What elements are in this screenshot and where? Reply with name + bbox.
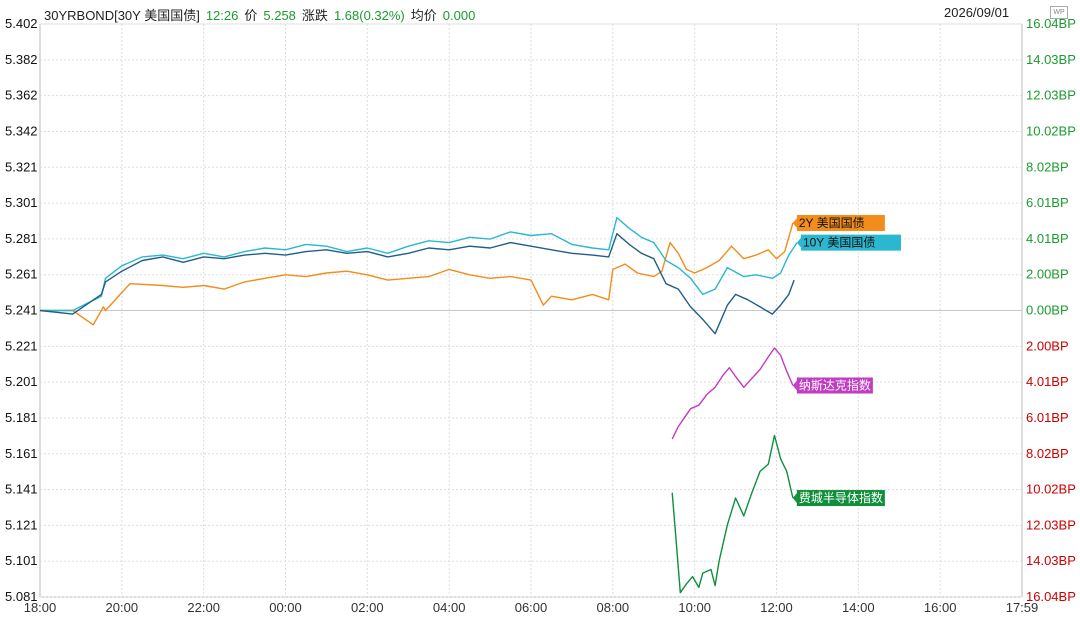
right-tick-label: 2.00BP [1026,267,1069,282]
x-tick-label: 18:00 [24,600,57,615]
left-tick-label: 5.321 [5,159,38,174]
series-line-sox [671,434,794,594]
left-tick-label: 5.301 [5,195,38,210]
left-tick-label: 5.221 [5,338,38,353]
x-tick-label: 00:00 [269,600,302,615]
left-tick-label: 5.201 [5,374,38,389]
right-tick-label: 10.02BP [1026,482,1076,497]
x-tick-label: 06:00 [515,600,548,615]
header-date: 2026/09/01 [944,5,1010,20]
avg-value: 0.000 [442,8,476,23]
series-line-2y [40,222,794,326]
header-time: 12:26 [205,8,239,23]
price-value: 5.258 [263,8,296,23]
x-tick-label: 12:00 [760,600,793,615]
series-tag-sox: 费城半导体指数 [799,490,883,505]
right-tick-label: 6.01BP [1026,195,1069,210]
series-tag-pointer-2y [792,217,797,228]
avg-label: 均价 [410,8,437,23]
x-tick-label: 17:59 [1006,600,1039,615]
right-tick-label: 8.02BP [1026,446,1069,461]
left-tick-label: 5.121 [5,517,38,532]
right-tick-label: 12.03BP [1026,88,1076,103]
x-tick-label: 14:00 [842,600,875,615]
left-tick-label: 5.241 [5,303,38,318]
right-tick-label: 12.03BP [1026,517,1076,532]
series-tag-bg-2y [796,214,885,231]
series-tag-bg-sox [796,490,885,507]
right-tick-label: 4.01BP [1026,231,1069,246]
series-tag-pointer-sox [792,493,797,504]
series-line-30y [39,232,795,335]
series-line-10y [40,216,798,312]
series-tag-pointer-10y [796,237,801,248]
left-tick-label: 5.101 [5,553,38,568]
left-tick-label: 5.261 [5,267,38,282]
x-tick-label: 20:00 [106,600,139,615]
series-tag-10y: 10Y 美国国债 [803,236,875,250]
symbol-name: 30YRBOND[30Y 美国国债] [44,8,200,23]
right-tick-label: 8.02BP [1026,159,1069,174]
series-tag-bg-10y [800,234,901,251]
right-tick-label: 6.01BP [1026,410,1069,425]
right-tick-label: 16.04BP [1026,16,1076,31]
price-label: 价 [244,8,258,23]
x-tick-label: 08:00 [597,600,630,615]
change-value: 1.68(0.32%) [333,8,405,23]
x-tick-label: 04:00 [433,600,466,615]
wp-icon[interactable]: WP [1050,6,1068,19]
right-tick-label: 14.03BP [1026,553,1076,568]
series-tag-pointer-ndx [792,380,797,391]
left-tick-label: 5.281 [5,231,38,246]
x-tick-label: 02:00 [351,600,384,615]
right-tick-label: 0.00BP [1026,303,1069,318]
left-tick-label: 5.081 [5,589,38,604]
x-tick-label: 10:00 [678,600,711,615]
x-tick-label: 16:00 [924,600,957,615]
left-tick-label: 5.402 [5,16,38,31]
series-line-ndx [671,347,794,440]
left-tick-label: 5.181 [5,410,38,425]
right-tick-label: 4.01BP [1026,374,1069,389]
right-tick-label: 10.02BP [1026,123,1076,138]
right-tick-label: 14.03BP [1026,52,1076,67]
left-tick-label: 5.382 [5,52,38,67]
series-tag-ndx: 纳斯达克指数 [799,378,871,393]
x-tick-label: 22:00 [187,600,220,615]
series-tag-2y: 2Y 美国国债 [799,216,865,230]
left-tick-label: 5.362 [5,88,38,103]
left-tick-label: 5.342 [5,123,38,138]
series-tag-bg-ndx [796,377,873,394]
right-tick-label: 16.04BP [1026,589,1076,604]
right-tick-label: 2.00BP [1026,338,1069,353]
left-tick-label: 5.141 [5,482,38,497]
left-tick-label: 5.161 [5,446,38,461]
change-label: 涨跌 [301,8,328,23]
chart-header: 30YRBOND[30Y 美国国债] 12:26 价 5.258 涨跌 1.68(0.32… [44,5,481,24]
